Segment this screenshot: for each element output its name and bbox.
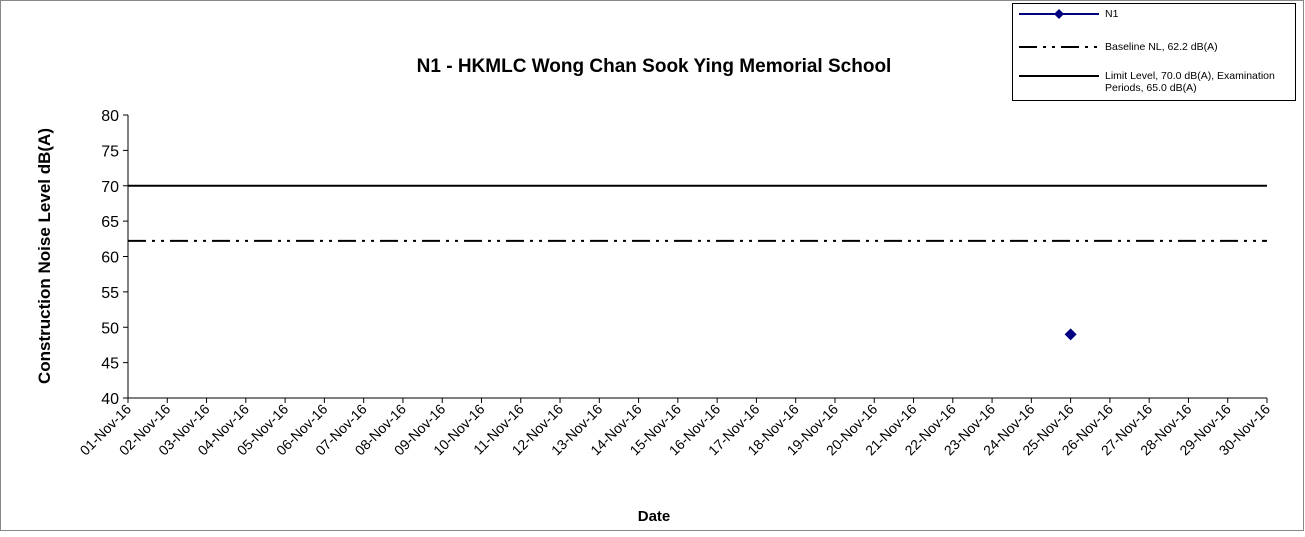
data-point — [1064, 328, 1077, 341]
legend-swatch — [1019, 46, 1099, 48]
y-tick-label: 40 — [101, 391, 119, 408]
legend-swatch — [1019, 9, 1099, 19]
y-tick-label: 60 — [101, 250, 119, 267]
y-tick-label: 55 — [101, 285, 119, 302]
legend-label: Limit Level, 70.0 dB(A), Examination Per… — [1105, 70, 1275, 94]
y-tick-label: 65 — [101, 214, 119, 231]
y-tick-label: 70 — [101, 179, 119, 196]
legend-label: Baseline NL, 62.2 dB(A) — [1105, 41, 1218, 53]
y-tick-label: 75 — [101, 143, 119, 160]
legend-marker — [1054, 9, 1064, 19]
chart-title: N1 - HKMLC Wong Chan Sook Ying Memorial … — [417, 56, 892, 77]
x-axis-label: Date — [638, 508, 671, 525]
y-tick-label: 80 — [101, 108, 119, 125]
legend: N1 Baseline NL, 62.2 dB(A) Limit Level, 70… — [1012, 3, 1296, 101]
legend-swatch — [1019, 75, 1099, 77]
legend-label: N1 — [1105, 8, 1119, 20]
y-tick-label: 45 — [101, 356, 119, 373]
y-tick-label: 50 — [101, 320, 119, 337]
y-axis-label: Construction Noise Level dB(A) — [35, 128, 54, 384]
